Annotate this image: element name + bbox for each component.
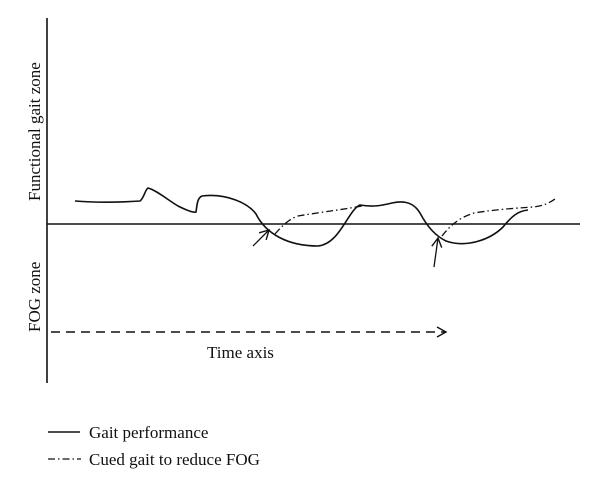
legend-gait-performance-label: Gait performance — [89, 423, 208, 442]
cue-arrow-second — [431, 236, 443, 268]
fog-zone-label: FOG zone — [25, 262, 44, 332]
cued-gait-curve-second — [441, 198, 556, 237]
cue-arrow-first — [252, 228, 271, 247]
legend-cued-gait-label: Cued gait to reduce FOG — [89, 450, 260, 469]
time-axis-label: Time axis — [207, 343, 274, 362]
cued-gait-curve — [274, 205, 363, 235]
gait-performance-curve — [74, 187, 529, 247]
functional-gait-zone-label: Functional gait zone — [25, 62, 44, 201]
